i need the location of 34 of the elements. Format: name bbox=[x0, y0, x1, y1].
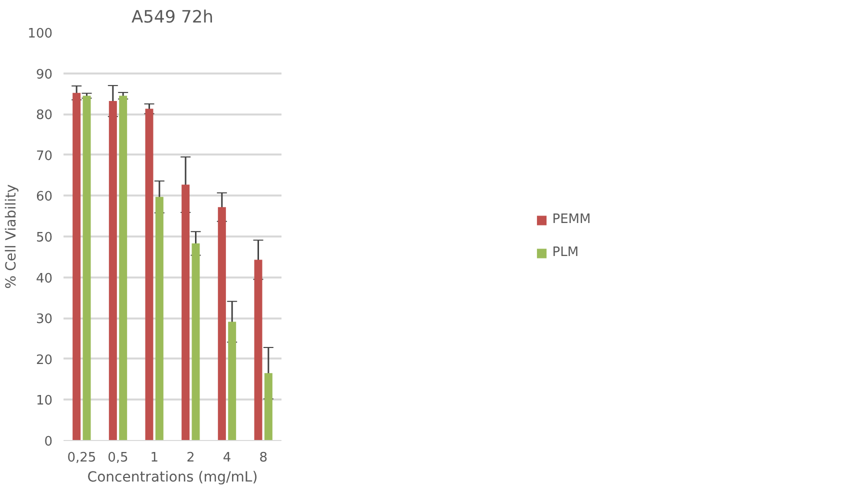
y-tick-label: 20 bbox=[36, 352, 53, 368]
legend-label: PEMM bbox=[552, 212, 591, 227]
y-tick-label: 10 bbox=[36, 394, 53, 409]
x-tick-label: 4 bbox=[222, 450, 232, 466]
chart-title: A549 72h bbox=[132, 8, 214, 28]
y-tick-label: 30 bbox=[36, 312, 53, 328]
x-axis-title: Concentrations (mg/mL) bbox=[87, 470, 258, 486]
bar bbox=[108, 101, 117, 440]
x-tick-label: 1 bbox=[150, 450, 158, 466]
bar bbox=[218, 207, 226, 440]
bar bbox=[119, 96, 128, 440]
x-tick-label: 0,25 bbox=[67, 450, 96, 466]
x-tick-label: 8 bbox=[259, 450, 268, 466]
y-tick-label: 100 bbox=[28, 26, 53, 42]
x-tick-label: 2 bbox=[186, 450, 195, 466]
bar bbox=[72, 92, 81, 440]
y-tick-label: 0 bbox=[44, 434, 53, 450]
y-tick-label: 80 bbox=[36, 108, 53, 124]
y-tick-label: 50 bbox=[36, 230, 53, 246]
bar bbox=[192, 243, 200, 440]
y-tick-label: 60 bbox=[36, 190, 53, 205]
y-tick-label: 70 bbox=[36, 148, 53, 164]
bar bbox=[145, 108, 154, 440]
y-tick-label: 40 bbox=[36, 271, 53, 286]
legend-label: PLM bbox=[552, 245, 579, 260]
bar bbox=[228, 322, 236, 440]
y-axis-title: % Cell Viability bbox=[4, 184, 20, 289]
bar bbox=[264, 373, 272, 440]
bar bbox=[182, 184, 190, 440]
x-tick-label: 0,5 bbox=[108, 450, 128, 466]
bar bbox=[155, 196, 164, 440]
bar bbox=[82, 96, 91, 440]
bar bbox=[254, 260, 262, 440]
y-tick-label: 90 bbox=[36, 67, 53, 82]
